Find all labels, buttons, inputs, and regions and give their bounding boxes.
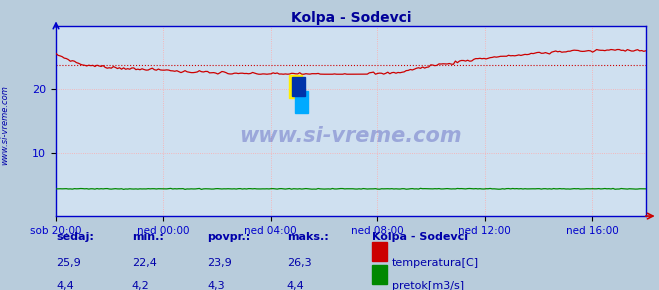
Text: 4,4: 4,4: [56, 281, 74, 290]
Text: 26,3: 26,3: [287, 258, 311, 268]
Text: 23,9: 23,9: [208, 258, 233, 268]
Text: maks.:: maks.:: [287, 232, 328, 242]
Text: min.:: min.:: [132, 232, 163, 242]
Title: Kolpa - Sodevci: Kolpa - Sodevci: [291, 11, 411, 25]
Text: temperatura[C]: temperatura[C]: [392, 258, 479, 268]
Text: sedaj:: sedaj:: [56, 232, 94, 242]
Text: povpr.:: povpr.:: [208, 232, 251, 242]
Bar: [295, 91, 308, 113]
Bar: [289, 75, 302, 98]
Text: pretok[m3/s]: pretok[m3/s]: [392, 281, 464, 290]
Text: 4,3: 4,3: [208, 281, 225, 290]
Bar: [292, 77, 305, 96]
Text: www.si-vreme.com: www.si-vreme.com: [1, 85, 10, 165]
Text: www.si-vreme.com: www.si-vreme.com: [240, 126, 462, 146]
Text: 25,9: 25,9: [56, 258, 81, 268]
Text: Kolpa - Sodevci: Kolpa - Sodevci: [372, 232, 469, 242]
Text: 22,4: 22,4: [132, 258, 157, 268]
Text: 4,4: 4,4: [287, 281, 304, 290]
Text: 4,2: 4,2: [132, 281, 150, 290]
